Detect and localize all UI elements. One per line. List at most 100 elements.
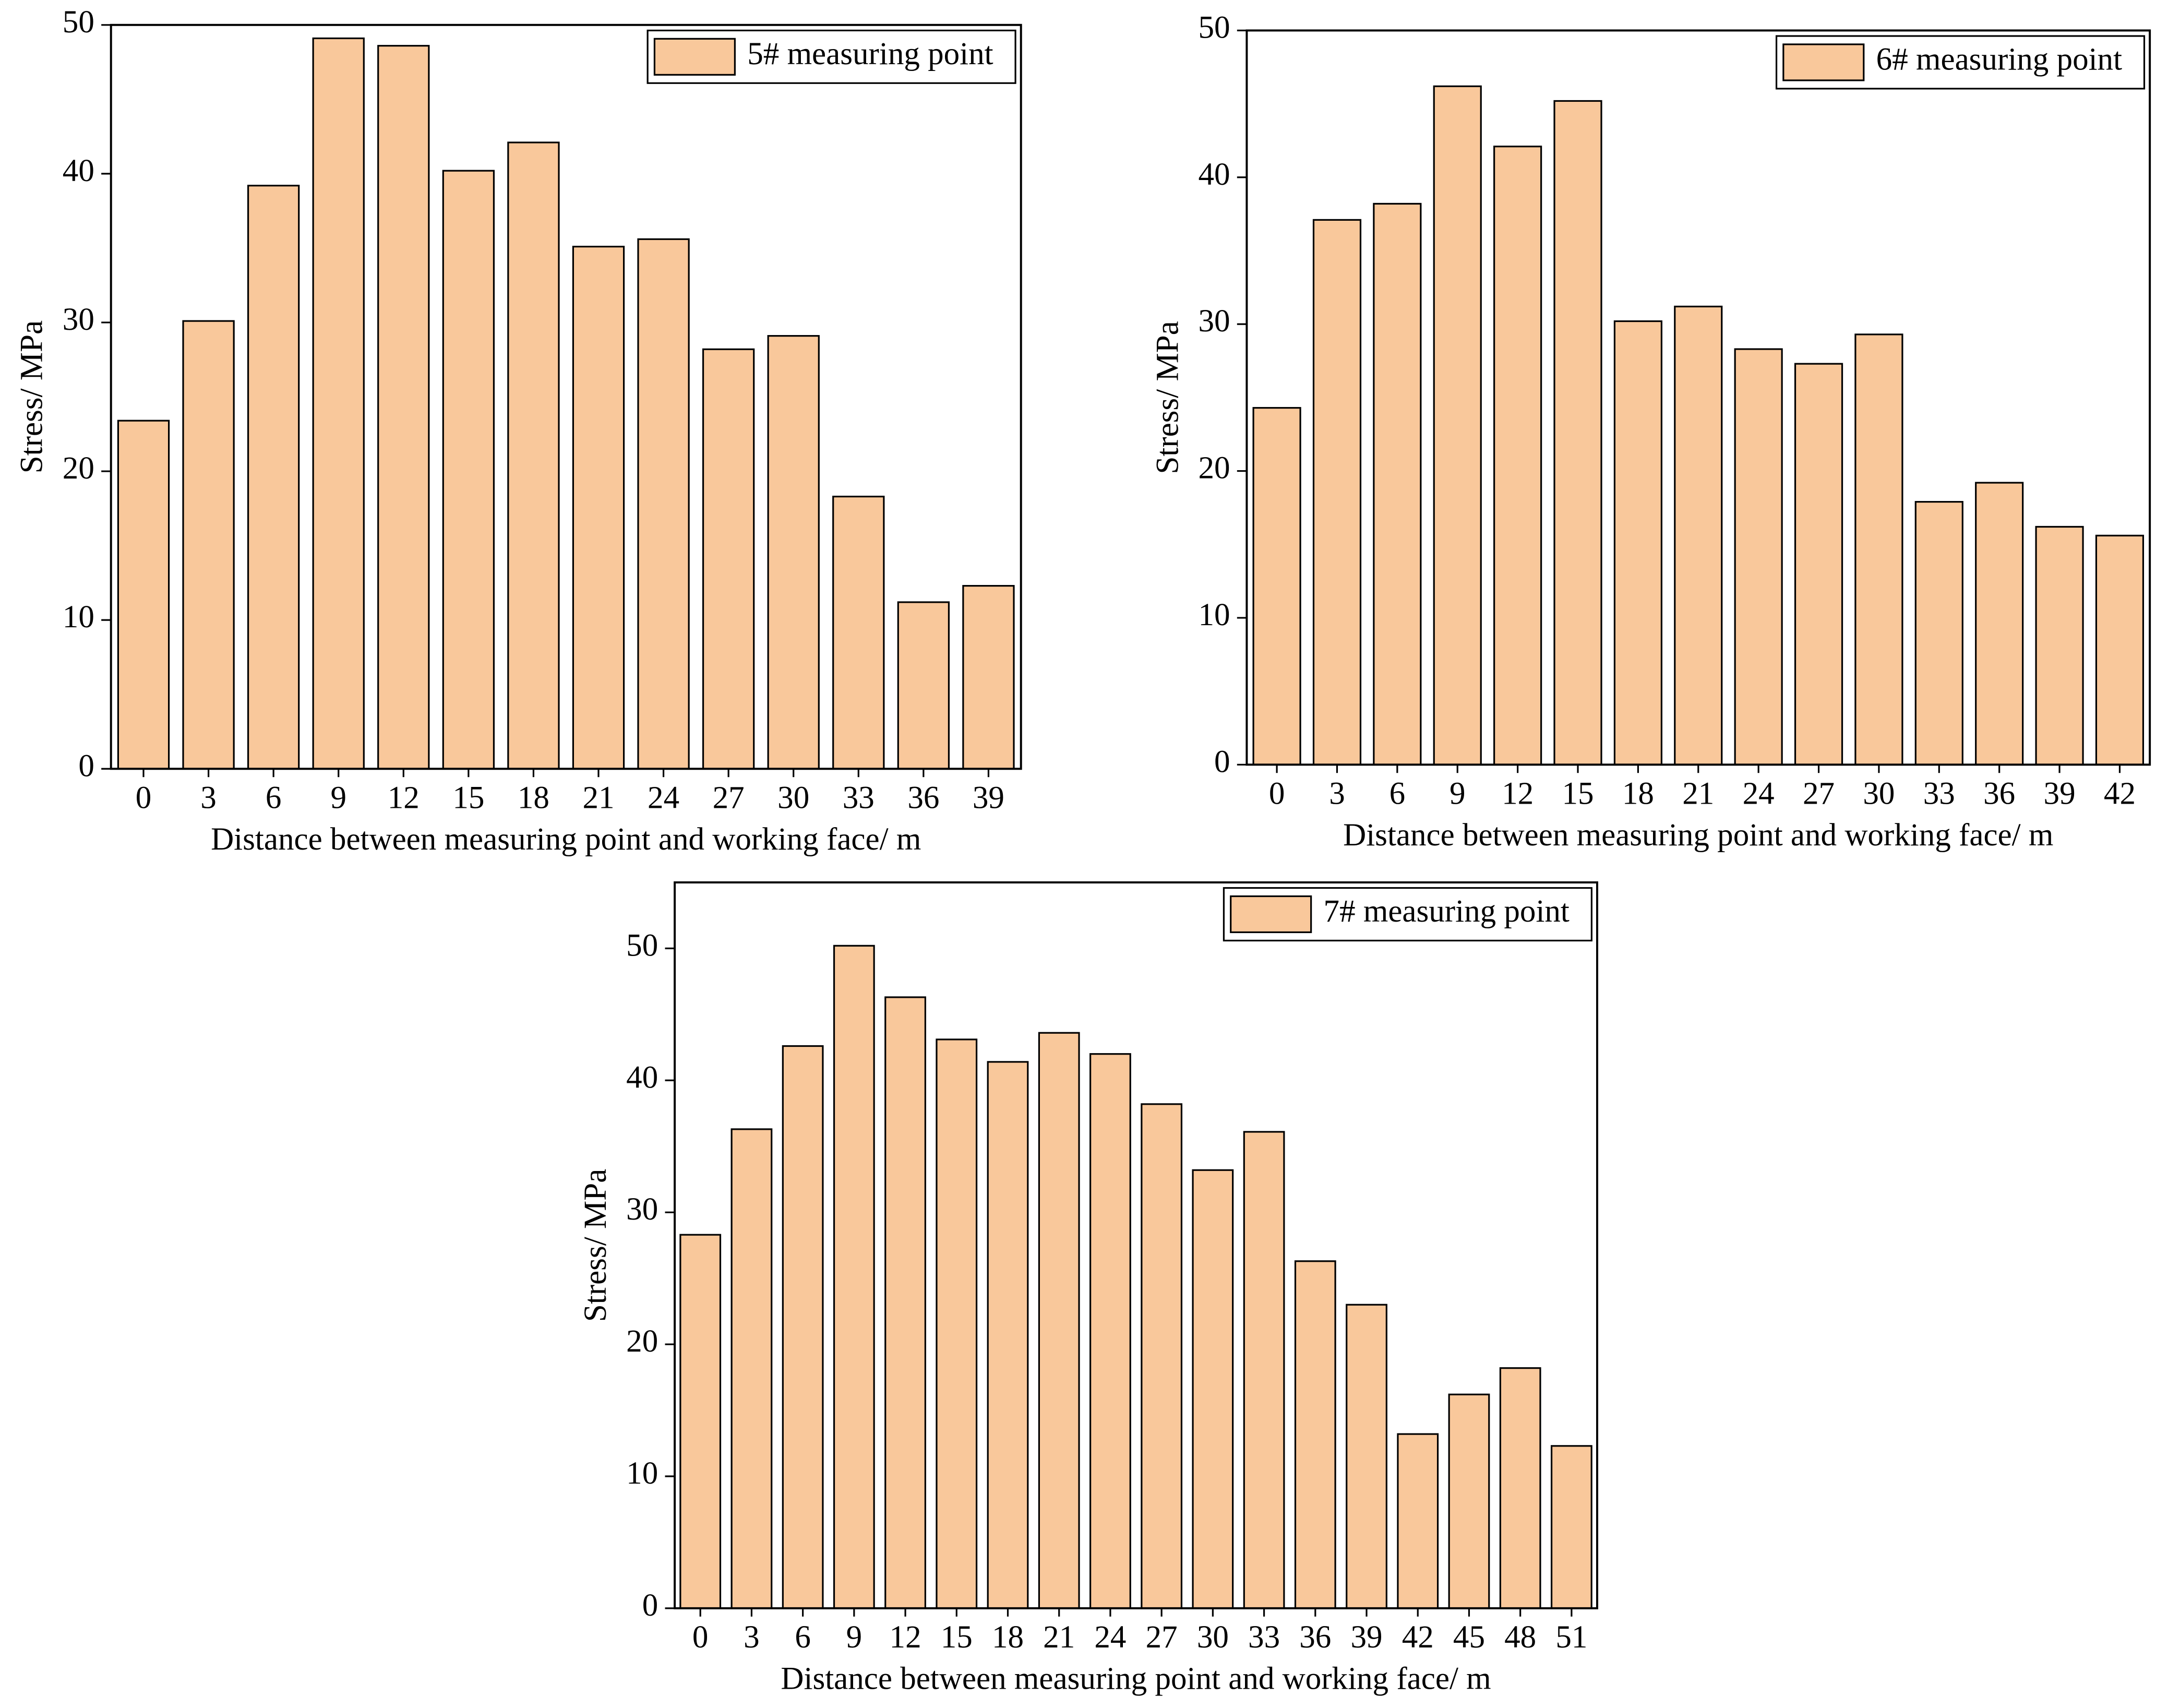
- x-tick-label: 21: [1682, 776, 1714, 811]
- x-tick-label: 15: [1562, 776, 1594, 811]
- y-tick-label: 40: [626, 1060, 658, 1095]
- x-tick-label: 21: [582, 780, 614, 815]
- x-axis-label: Distance between measuring point and wor…: [1343, 818, 2053, 853]
- x-tick-label: 18: [518, 780, 549, 815]
- bar: [832, 495, 885, 770]
- x-tick-label: 33: [843, 780, 875, 815]
- bar: [1346, 1304, 1387, 1609]
- x-tick-label: 36: [1983, 776, 2015, 811]
- x-tick-label: 15: [941, 1620, 973, 1655]
- y-tick-label: 20: [626, 1324, 658, 1359]
- y-tick-label: 0: [1214, 744, 1230, 779]
- x-tick-label: 9: [846, 1620, 863, 1655]
- x-tick-label: 18: [1622, 776, 1654, 811]
- x-tick-label: 39: [2044, 776, 2076, 811]
- y-axis-label: Stress/ MPa: [578, 1169, 613, 1322]
- legend-label: 6# measuring point: [1876, 42, 2122, 77]
- x-tick-label: 0: [1269, 776, 1285, 811]
- bar: [987, 1061, 1029, 1609]
- y-tick-label: 20: [1199, 451, 1230, 486]
- x-tick-label: 39: [973, 780, 1004, 815]
- bar: [247, 185, 300, 770]
- bar: [1089, 1053, 1131, 1609]
- bar: [833, 945, 875, 1609]
- bar: [1312, 219, 1362, 766]
- y-tick-label: 40: [63, 153, 94, 188]
- bar: [1499, 1367, 1541, 1609]
- x-tick-label: 18: [992, 1620, 1024, 1655]
- x-tick-label: 39: [1350, 1620, 1382, 1655]
- y-axis-label: Stress/ MPa: [15, 320, 50, 473]
- x-tick-label: 36: [1299, 1620, 1331, 1655]
- x-tick-label: 12: [1502, 776, 1534, 811]
- bar: [1914, 501, 1963, 766]
- x-tick-label: 6: [795, 1620, 811, 1655]
- y-tick-label: 30: [1199, 304, 1230, 339]
- bar: [182, 320, 235, 770]
- y-tick-label: 10: [63, 600, 94, 635]
- bar: [962, 584, 1015, 770]
- y-tick-label: 0: [78, 748, 94, 783]
- x-tick-label: 42: [1402, 1620, 1434, 1655]
- x-tick-label: 30: [1197, 1620, 1229, 1655]
- x-tick-label: 36: [907, 780, 939, 815]
- x-tick-label: 15: [452, 780, 484, 815]
- plot-frame: [110, 23, 1022, 770]
- x-tick-label: 24: [1094, 1620, 1126, 1655]
- legend: 5# measuring point: [646, 29, 1016, 84]
- x-tick-label: 30: [777, 780, 809, 815]
- y-tick-label: 50: [626, 928, 658, 963]
- bar: [1493, 146, 1542, 766]
- x-tick-label: 6: [266, 780, 282, 815]
- x-tick-label: 24: [1743, 776, 1775, 811]
- bar: [1553, 100, 1602, 766]
- bar: [1433, 85, 1482, 766]
- x-axis-label: Distance between measuring point and wor…: [211, 822, 921, 857]
- y-tick-label: 10: [1199, 598, 1230, 632]
- x-tick-label: 21: [1043, 1620, 1075, 1655]
- x-tick-label: 0: [136, 780, 152, 815]
- legend-label: 7# measuring point: [1324, 894, 1570, 929]
- x-tick-label: 27: [713, 780, 745, 815]
- bar: [1252, 407, 1301, 766]
- bar: [1294, 1260, 1336, 1609]
- x-tick-label: 3: [744, 1620, 760, 1655]
- legend-swatch: [653, 38, 736, 76]
- bar: [572, 245, 625, 770]
- x-tick-label: 27: [1803, 776, 1835, 811]
- bar: [1854, 333, 1903, 766]
- x-tick-label: 33: [1923, 776, 1955, 811]
- y-tick-label: 50: [63, 5, 94, 40]
- bar: [1192, 1169, 1234, 1609]
- bar: [679, 1234, 722, 1609]
- bar: [637, 238, 690, 770]
- bar: [507, 141, 560, 770]
- bar: [2095, 534, 2145, 766]
- x-tick-label: 3: [200, 780, 217, 815]
- bar: [702, 348, 755, 770]
- bar: [442, 170, 495, 770]
- x-tick-label: 33: [1248, 1620, 1280, 1655]
- legend: 7# measuring point: [1223, 887, 1592, 941]
- y-tick-label: 20: [63, 451, 94, 486]
- legend: 6# measuring point: [1775, 35, 2146, 90]
- x-tick-label: 12: [388, 780, 420, 815]
- x-tick-label: 9: [330, 780, 346, 815]
- x-tick-label: 9: [1450, 776, 1466, 811]
- x-tick-label: 45: [1453, 1620, 1485, 1655]
- bar: [117, 420, 170, 770]
- bar: [1794, 363, 1843, 766]
- bar: [1550, 1445, 1592, 1609]
- bar: [1613, 320, 1662, 766]
- bar: [1038, 1032, 1080, 1609]
- bar: [1243, 1131, 1285, 1609]
- legend-label: 5# measuring point: [747, 37, 993, 71]
- legend-swatch: [1230, 895, 1312, 934]
- plot-frame: [1245, 29, 2151, 766]
- x-tick-label: 3: [1329, 776, 1345, 811]
- bar: [1141, 1103, 1183, 1609]
- y-tick-label: 10: [626, 1456, 658, 1491]
- bar: [1373, 202, 1422, 766]
